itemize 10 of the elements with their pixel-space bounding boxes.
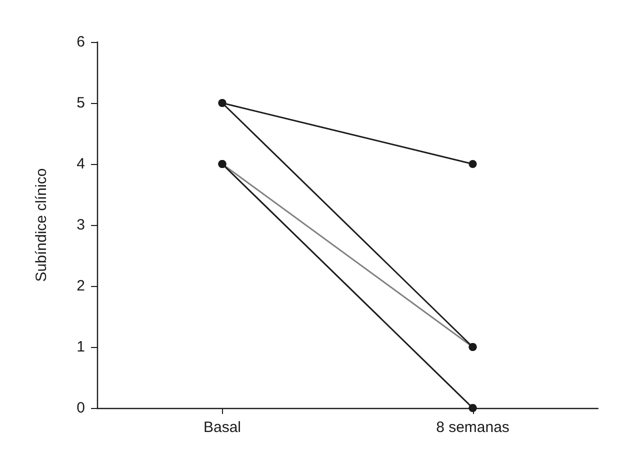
y-tick-label: 5 bbox=[76, 94, 85, 112]
y-tick-label: 6 bbox=[76, 34, 85, 50]
y-axis-title: Subíndice clínico bbox=[33, 168, 50, 282]
y-tick-label: 1 bbox=[76, 338, 85, 356]
y-tick-label: 2 bbox=[76, 278, 85, 294]
y-tick-label: 0 bbox=[76, 400, 85, 416]
x-tick-label: Basal bbox=[203, 419, 242, 436]
y-tick-label: 4 bbox=[76, 156, 85, 172]
y-tick-label: 3 bbox=[76, 216, 85, 234]
x-tick-label: 8 semanas bbox=[436, 419, 510, 436]
